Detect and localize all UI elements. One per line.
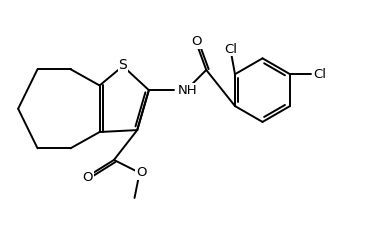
Text: S: S	[119, 58, 127, 72]
Text: O: O	[136, 166, 146, 179]
Text: O: O	[82, 171, 93, 184]
Text: Cl: Cl	[313, 68, 326, 81]
Text: NH: NH	[178, 84, 197, 97]
Text: O: O	[191, 35, 202, 48]
Text: Cl: Cl	[225, 42, 238, 55]
